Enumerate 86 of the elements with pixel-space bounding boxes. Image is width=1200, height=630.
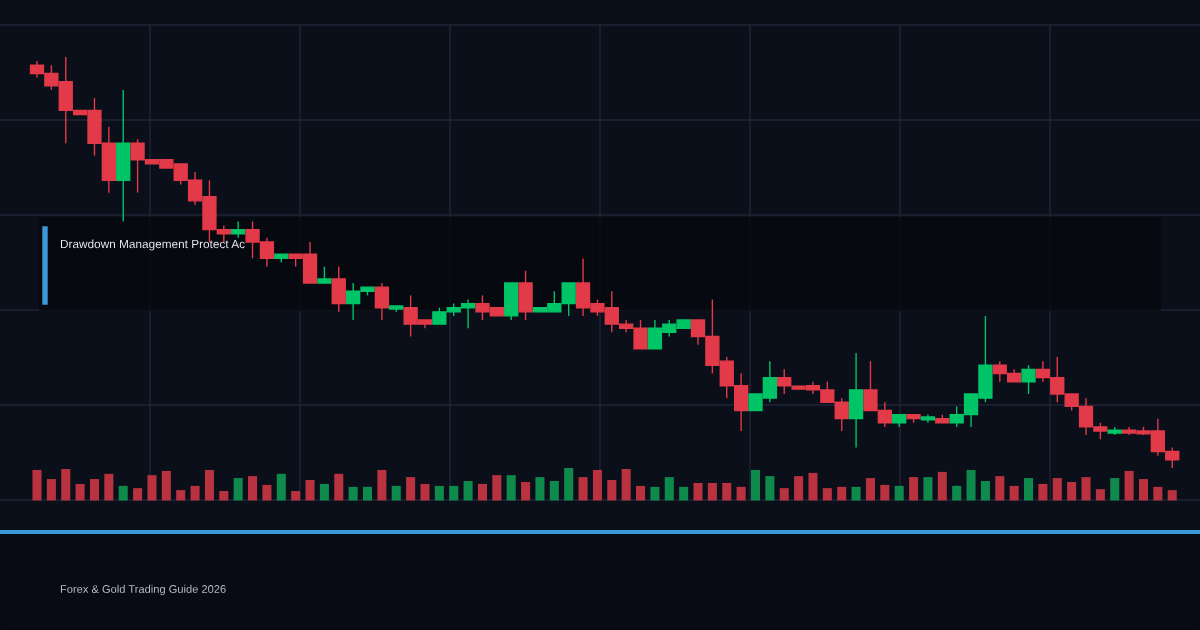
bar: [248, 476, 258, 501]
bar: [276, 473, 286, 501]
bar: [664, 477, 674, 501]
bar: [1153, 486, 1163, 501]
bar: [233, 478, 243, 501]
bar: [578, 477, 588, 501]
bar: [822, 488, 832, 501]
candlestick: [374, 282, 390, 321]
bar: [161, 470, 171, 501]
bar: [650, 486, 660, 501]
bar: [1052, 478, 1062, 501]
bar: [995, 476, 1005, 501]
bar: [952, 485, 962, 501]
bar: [894, 485, 904, 501]
bar: [334, 473, 344, 501]
bar: [1110, 478, 1120, 501]
bar: [621, 468, 631, 501]
bar: [535, 477, 545, 501]
bar: [779, 488, 789, 501]
bar: [477, 483, 487, 501]
bar: [463, 481, 473, 501]
bar: [1038, 483, 1048, 501]
bar: [722, 482, 732, 501]
candlestick: [231, 220, 246, 239]
bar: [549, 481, 559, 501]
bar: [147, 475, 157, 501]
bar: [865, 478, 875, 501]
bar: [219, 491, 229, 501]
bar: [377, 469, 387, 501]
bar: [521, 481, 531, 501]
bar: [291, 491, 301, 501]
bar: [1138, 479, 1149, 501]
bar: [607, 480, 617, 501]
bar: [909, 477, 919, 501]
bar: [1024, 478, 1034, 501]
bar: [1067, 481, 1077, 501]
bar: [204, 469, 214, 501]
candlestick: [1021, 364, 1036, 395]
bar: [118, 485, 128, 501]
candlestick: [777, 368, 792, 395]
bar: [449, 485, 459, 501]
text: Forex & Gold Trading Guide 2026: [60, 584, 226, 596]
bar: [851, 486, 861, 501]
bar: [492, 475, 502, 501]
bar: [75, 483, 85, 501]
bar: [980, 481, 990, 501]
bar: [104, 473, 114, 501]
bar: [679, 486, 689, 501]
bar: [750, 469, 761, 501]
bar: [32, 469, 42, 501]
bar: [837, 486, 847, 501]
bar: [305, 480, 315, 501]
bar: [176, 490, 186, 501]
bar: [636, 485, 646, 501]
bar: [937, 471, 947, 501]
bar: [765, 476, 775, 501]
bar: [1081, 477, 1091, 501]
text: Drawdown Management Protect Ac: [60, 239, 245, 251]
bar: [966, 469, 976, 501]
bar: [262, 484, 272, 501]
bar: [190, 485, 200, 501]
bar: [592, 469, 602, 501]
bar: [46, 479, 56, 501]
bar: [133, 488, 143, 501]
bar: [1167, 490, 1177, 501]
bar: [89, 479, 100, 501]
bar: [564, 468, 574, 501]
bar: [794, 476, 804, 501]
bar: [736, 486, 746, 501]
bar: [319, 483, 329, 501]
bar: [808, 472, 818, 501]
bar: [506, 475, 516, 501]
bar: [391, 485, 401, 501]
bar: [1124, 470, 1134, 501]
bar: [434, 485, 444, 501]
bar: [923, 477, 933, 501]
bar: [880, 484, 890, 501]
bar: [61, 468, 71, 501]
bar: [348, 486, 358, 501]
bar: [362, 486, 373, 501]
bar: [1095, 489, 1105, 501]
bar: [1009, 485, 1019, 501]
bar: [420, 483, 430, 501]
bar: [693, 482, 703, 501]
bar: [406, 477, 416, 501]
bar: [707, 482, 717, 501]
